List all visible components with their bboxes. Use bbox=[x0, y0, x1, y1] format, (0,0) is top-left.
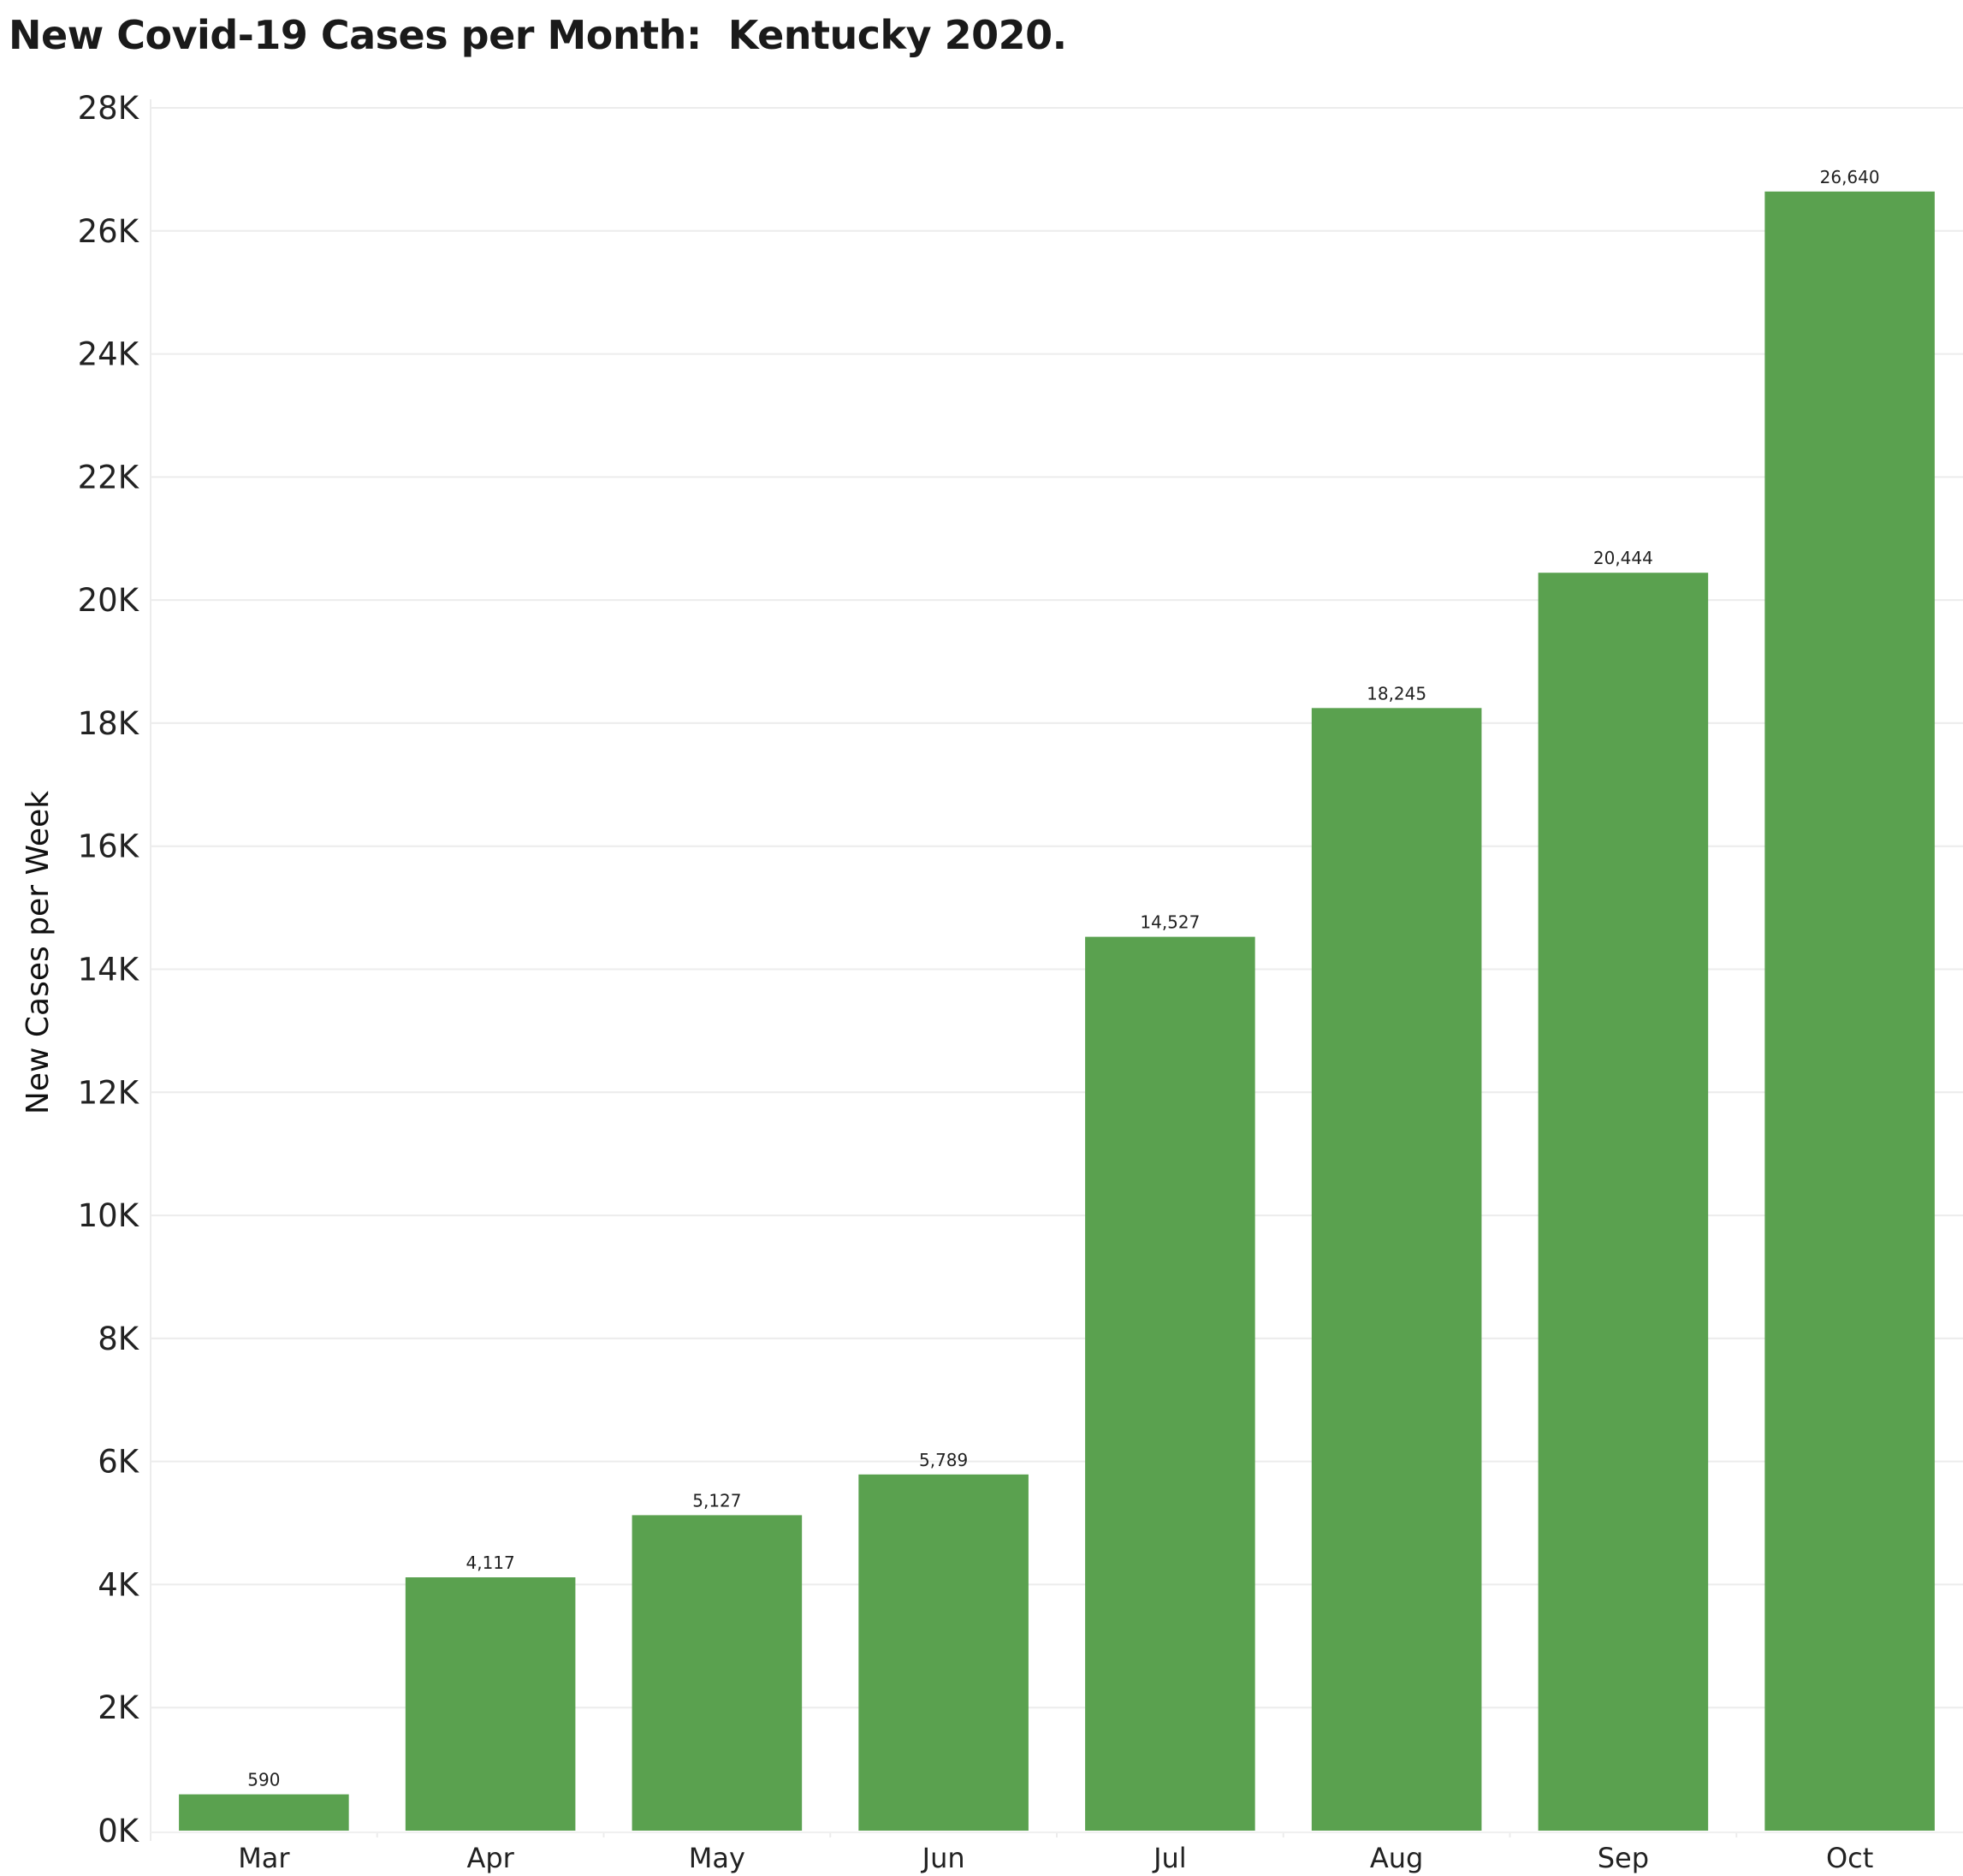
y-axis: 0K 2K 4K 6K 8K 10K 12K 14K 16K 18K 20K 22K 24K 26K 28K bbox=[78, 90, 151, 1849]
data-label: 5,127 bbox=[692, 1490, 741, 1511]
y-tick-label: 12K bbox=[78, 1074, 140, 1111]
data-label: 20,444 bbox=[1593, 548, 1653, 568]
bar-may bbox=[632, 1515, 803, 1831]
x-tick-label: Jun bbox=[921, 1842, 965, 1874]
data-label: 5,789 bbox=[919, 1450, 968, 1470]
x-tick-label: Mar bbox=[238, 1842, 290, 1874]
x-tick-label: Oct bbox=[1826, 1842, 1873, 1874]
y-tick-label: 0K bbox=[98, 1813, 140, 1849]
y-tick-label: 20K bbox=[78, 582, 140, 619]
bar-oct bbox=[1764, 191, 1935, 1831]
y-tick-label: 8K bbox=[98, 1321, 140, 1357]
x-tick-label: May bbox=[689, 1842, 745, 1874]
bar-apr bbox=[405, 1577, 576, 1831]
data-labels: 590 4,117 5,127 5,789 14,527 18,245 20,444 26,6… bbox=[247, 167, 1879, 1790]
y-tick-label: 26K bbox=[78, 213, 140, 250]
data-label: 26,640 bbox=[1820, 167, 1880, 187]
x-axis: Mar Apr May Jun Jul Aug Sep Oct bbox=[151, 1831, 1963, 1874]
bar-jun bbox=[858, 1474, 1029, 1831]
bars bbox=[179, 191, 1935, 1831]
x-tick-label: Aug bbox=[1370, 1842, 1423, 1874]
y-tick-label: 24K bbox=[78, 336, 140, 373]
data-label: 590 bbox=[247, 1770, 280, 1790]
y-tick-label: 6K bbox=[98, 1444, 140, 1481]
chart-title: New Covid-19 Cases per Month: Kentucky 2… bbox=[9, 12, 1067, 58]
y-tick-label: 16K bbox=[78, 828, 140, 865]
y-tick-label: 22K bbox=[78, 459, 140, 496]
bar-mar bbox=[179, 1794, 349, 1831]
x-tick-label: Jul bbox=[1152, 1842, 1187, 1874]
y-tick-label: 2K bbox=[98, 1689, 140, 1726]
bar-aug bbox=[1311, 708, 1482, 1831]
data-label: 4,117 bbox=[466, 1552, 514, 1573]
x-tick-label: Apr bbox=[466, 1842, 514, 1874]
data-label: 14,527 bbox=[1140, 912, 1200, 933]
y-tick-label: 28K bbox=[78, 90, 140, 127]
x-tick-label: Sep bbox=[1598, 1842, 1649, 1874]
bar-jul bbox=[1085, 936, 1255, 1831]
y-tick-label: 4K bbox=[98, 1566, 140, 1603]
data-label: 18,245 bbox=[1367, 683, 1426, 704]
bar-sep bbox=[1538, 573, 1709, 1831]
y-axis-title: New Cases per Week bbox=[21, 791, 56, 1114]
y-tick-label: 10K bbox=[78, 1197, 140, 1234]
y-tick-label: 14K bbox=[78, 952, 140, 988]
y-tick-label: 18K bbox=[78, 705, 140, 742]
